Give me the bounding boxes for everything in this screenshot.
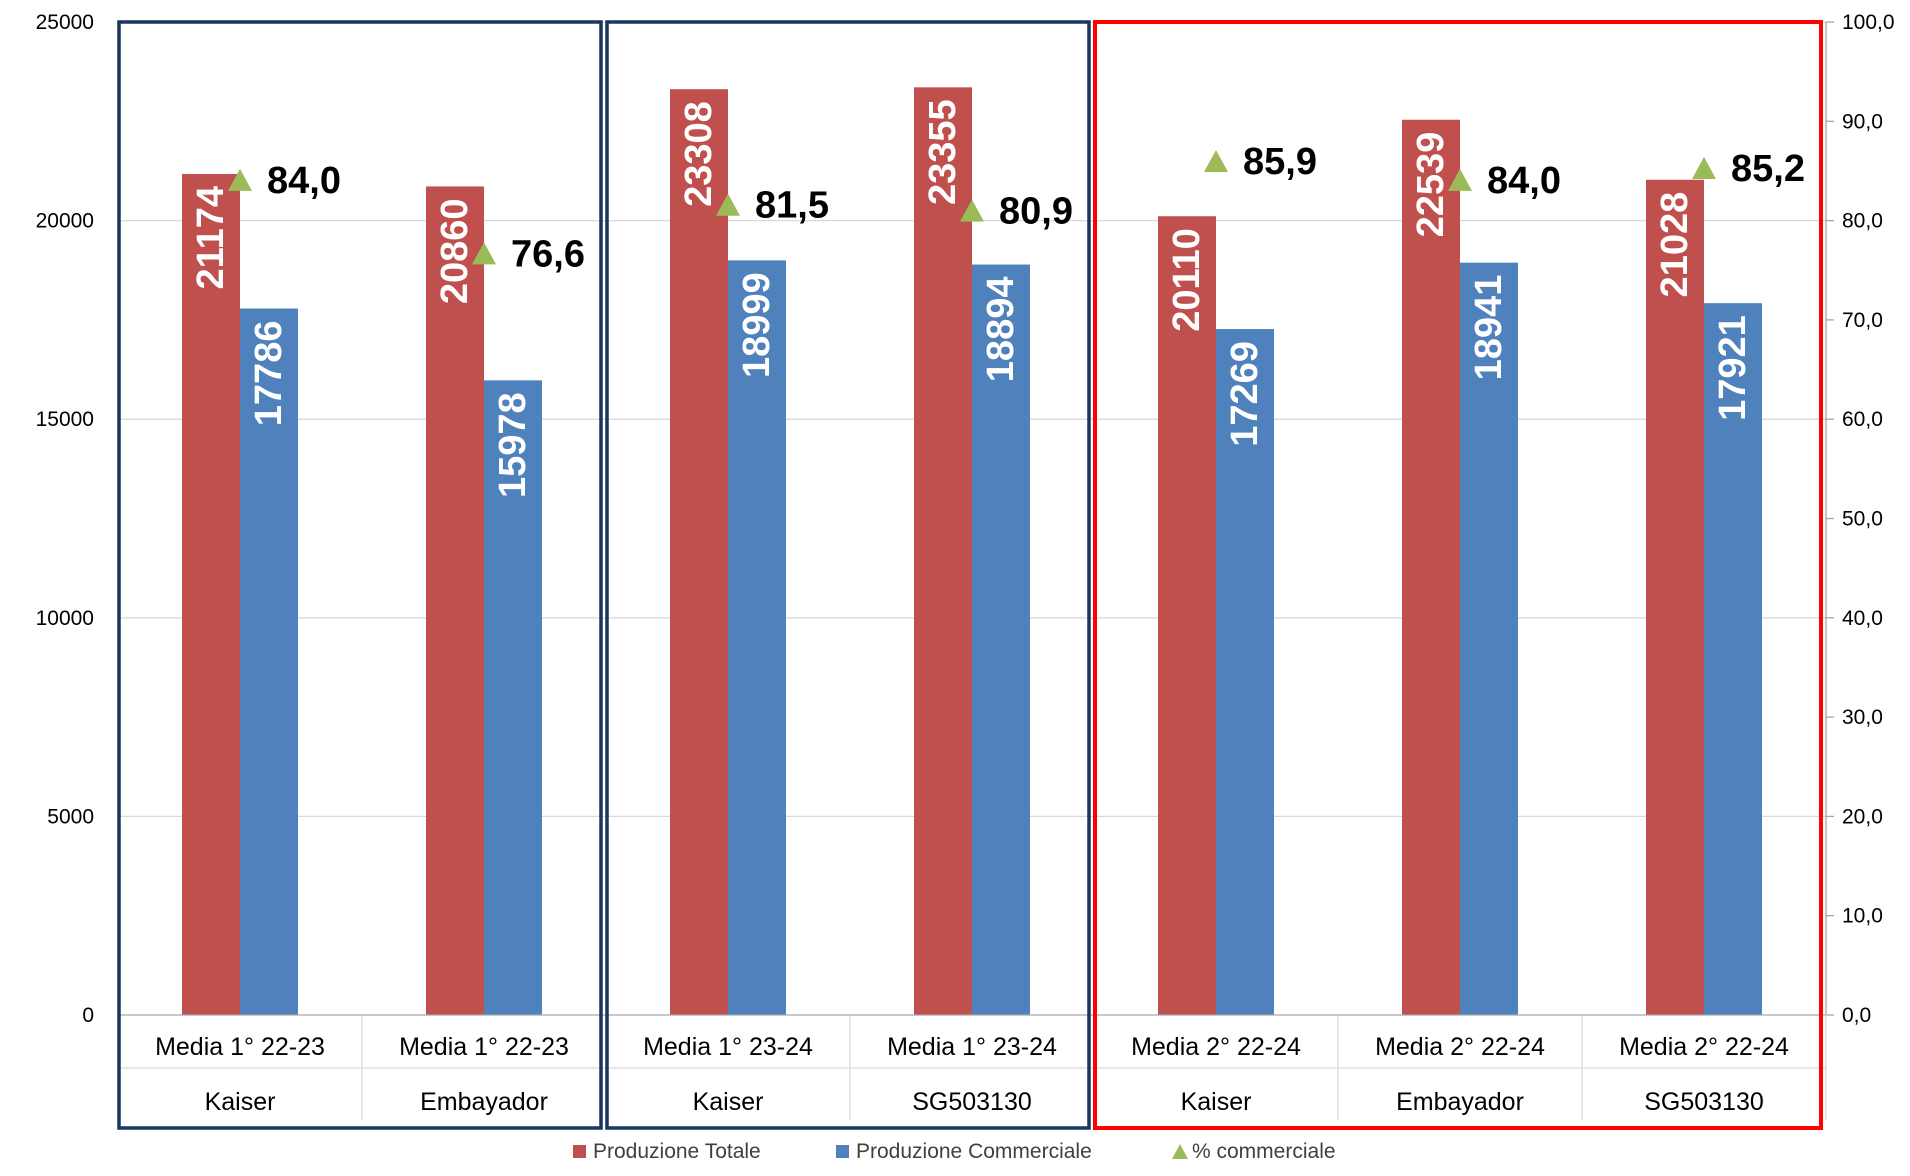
legend: Produzione Totale Produzione Commerciale%… <box>573 1140 1336 1163</box>
y-left-tick-label: 10000 <box>36 607 94 630</box>
bar-produzione-commerciale <box>972 264 1030 1015</box>
y-right-tick-label: 90,0 <box>1842 110 1883 133</box>
category-label-period: Media 1° 23-24 <box>643 1033 813 1061</box>
bar-value-label-totale: 22539 <box>1410 132 1452 238</box>
category-label-variety: Kaiser <box>693 1088 764 1116</box>
category-labels-layer: Media 1° 22-23 Kaiser Media 1° 22-23 Embaya… <box>155 1033 1789 1116</box>
bar-value-label-commerciale: 15978 <box>492 392 534 498</box>
marker-value-label: 85,9 <box>1243 141 1317 183</box>
y-left-tick-label: 15000 <box>36 408 94 431</box>
category-label-period: Media 1° 23-24 <box>887 1033 1057 1061</box>
marker-value-label: 85,2 <box>1731 148 1805 190</box>
category-label-period: Media 1° 22-23 <box>155 1033 325 1061</box>
y-right-tick-label: 80,0 <box>1842 210 1883 233</box>
bar-value-label-totale: 23355 <box>922 99 964 205</box>
y-right-tick-label: 40,0 <box>1842 607 1883 630</box>
marker-percent-commerciale <box>1448 168 1472 191</box>
bar-produzione-totale <box>182 173 240 1015</box>
marker-percent-commerciale <box>716 193 740 216</box>
bar-produzione-commerciale <box>1704 303 1762 1016</box>
bar-produzione-commerciale <box>484 380 542 1015</box>
marker-percent-commerciale <box>1692 156 1716 179</box>
bar-produzione-commerciale <box>240 308 298 1016</box>
legend-swatch-0 <box>573 1145 586 1158</box>
category-label-variety: SG503130 <box>912 1088 1032 1116</box>
category-label-period: Media 2° 22-24 <box>1131 1033 1301 1061</box>
y-right-tick-label: 10,0 <box>1842 905 1883 928</box>
legend-label-2: % commerciale <box>1192 1140 1336 1163</box>
marker-percent-commerciale <box>960 199 984 222</box>
bar-produzione-totale <box>1158 216 1216 1015</box>
y-right-tick-label: 30,0 <box>1842 706 1883 729</box>
legend-label-0: Produzione Totale <box>593 1140 761 1163</box>
bar-produzione-commerciale <box>1216 329 1274 1015</box>
legend-swatch-2 <box>1172 1144 1188 1159</box>
bar-value-label-totale: 23308 <box>678 101 720 207</box>
bar-labels-layer: 21174 17786 20860 15978 23308 18999 23355 18894… <box>190 99 1754 498</box>
highlight-box <box>1093 20 1823 1130</box>
bar-produzione-totale <box>1402 119 1460 1016</box>
legend-label-1: Produzione Commerciale <box>856 1140 1092 1163</box>
category-label-period: Media 2° 22-24 <box>1619 1033 1789 1061</box>
category-label-variety: Embayador <box>1396 1088 1524 1116</box>
bar-value-label-totale: 20110 <box>1166 228 1208 332</box>
category-label-variety: Kaiser <box>205 1088 276 1116</box>
bar-value-label-commerciale: 17269 <box>1224 341 1266 447</box>
highlight-boxes-layer <box>117 20 1823 1130</box>
y-right-tick-label: 0,0 <box>1842 1004 1871 1027</box>
marker-value-label: 84,0 <box>1487 160 1561 202</box>
y-right-tick-label: 100,0 <box>1842 11 1895 34</box>
bar-produzione-totale <box>670 89 728 1015</box>
y-left-tick-label: 20000 <box>36 210 94 233</box>
y-right-tick-label: 60,0 <box>1842 408 1883 431</box>
marker-value-label: 81,5 <box>755 185 829 227</box>
markers-layer: 84,0 76,6 81,5 80,9 85,9 84,0 85,2 <box>228 141 1805 275</box>
bar-produzione-totale <box>1646 179 1704 1016</box>
marker-value-label: 80,9 <box>999 191 1073 233</box>
bar-value-label-totale: 21174 <box>190 186 232 290</box>
bar-produzione-commerciale <box>1460 262 1518 1016</box>
y-left-tick-label: 25000 <box>36 11 94 34</box>
y-left-tick-label: 5000 <box>47 805 94 828</box>
bar-value-label-commerciale: 18999 <box>736 272 778 378</box>
bar-produzione-totale <box>914 87 972 1015</box>
bars-layer <box>182 87 1762 1016</box>
category-label-variety: SG503130 <box>1644 1088 1764 1116</box>
bar-produzione-commerciale <box>728 260 786 1015</box>
marker-percent-commerciale <box>472 242 496 265</box>
category-label-variety: Kaiser <box>1181 1088 1252 1116</box>
marker-percent-commerciale <box>228 168 252 191</box>
bar-value-label-commerciale: 18941 <box>1468 275 1510 381</box>
y-right-tick-label: 50,0 <box>1842 508 1883 531</box>
bar-produzione-totale <box>426 186 484 1015</box>
category-label-period: Media 2° 22-24 <box>1375 1033 1545 1061</box>
legend-swatch-1 <box>836 1145 849 1158</box>
marker-percent-commerciale <box>1204 150 1228 173</box>
bar-value-label-totale: 21028 <box>1654 192 1696 298</box>
y-right-tick-label: 70,0 <box>1842 309 1883 332</box>
highlight-box <box>117 20 603 1130</box>
highlight-box <box>605 20 1091 1130</box>
bar-value-label-commerciale: 17921 <box>1712 315 1754 421</box>
marker-value-label: 76,6 <box>511 233 585 275</box>
y-right-tick-label: 20,0 <box>1842 805 1883 828</box>
y-left-tick-label: 0 <box>82 1004 94 1027</box>
bar-value-label-totale: 20860 <box>434 198 476 304</box>
category-label-period: Media 1° 22-23 <box>399 1033 569 1061</box>
category-label-variety: Embayador <box>420 1088 548 1116</box>
bar-value-label-commerciale: 17786 <box>248 321 290 427</box>
bar-value-label-commerciale: 18894 <box>980 277 1022 383</box>
marker-value-label: 84,0 <box>267 160 341 202</box>
